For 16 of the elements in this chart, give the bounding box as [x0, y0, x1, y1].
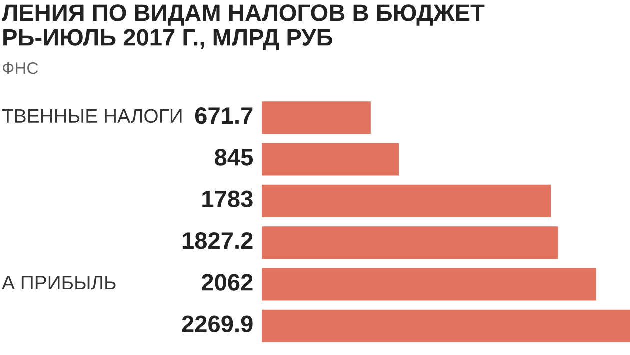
data-label: 1827.2	[182, 232, 253, 250]
y-tick-label: ТВЕННЫЕ НАЛОГИ	[2, 109, 182, 124]
y-tick-label: А ПРИБЫЛЬ	[2, 276, 116, 290]
bar	[262, 310, 630, 342]
data-label: 2062	[202, 274, 253, 291]
bar	[262, 268, 596, 301]
bar	[262, 226, 558, 260]
text: ФНС	[2, 62, 38, 74]
data-label: 1783	[202, 190, 253, 208]
data-label: 845	[215, 149, 254, 166]
bar	[262, 102, 371, 134]
chart-title: ЛЕНИЯ ПО ВИДАМ НАЛОГОВ В БЮДЖЕТ РЬ-ИЮЛЬ 2017 Г., МЛРД РУБ	[2, 4, 485, 50]
data-label: 671.7	[195, 107, 253, 124]
bar	[262, 184, 552, 218]
bar	[262, 143, 399, 176]
data-label: 2269.9	[182, 316, 253, 333]
